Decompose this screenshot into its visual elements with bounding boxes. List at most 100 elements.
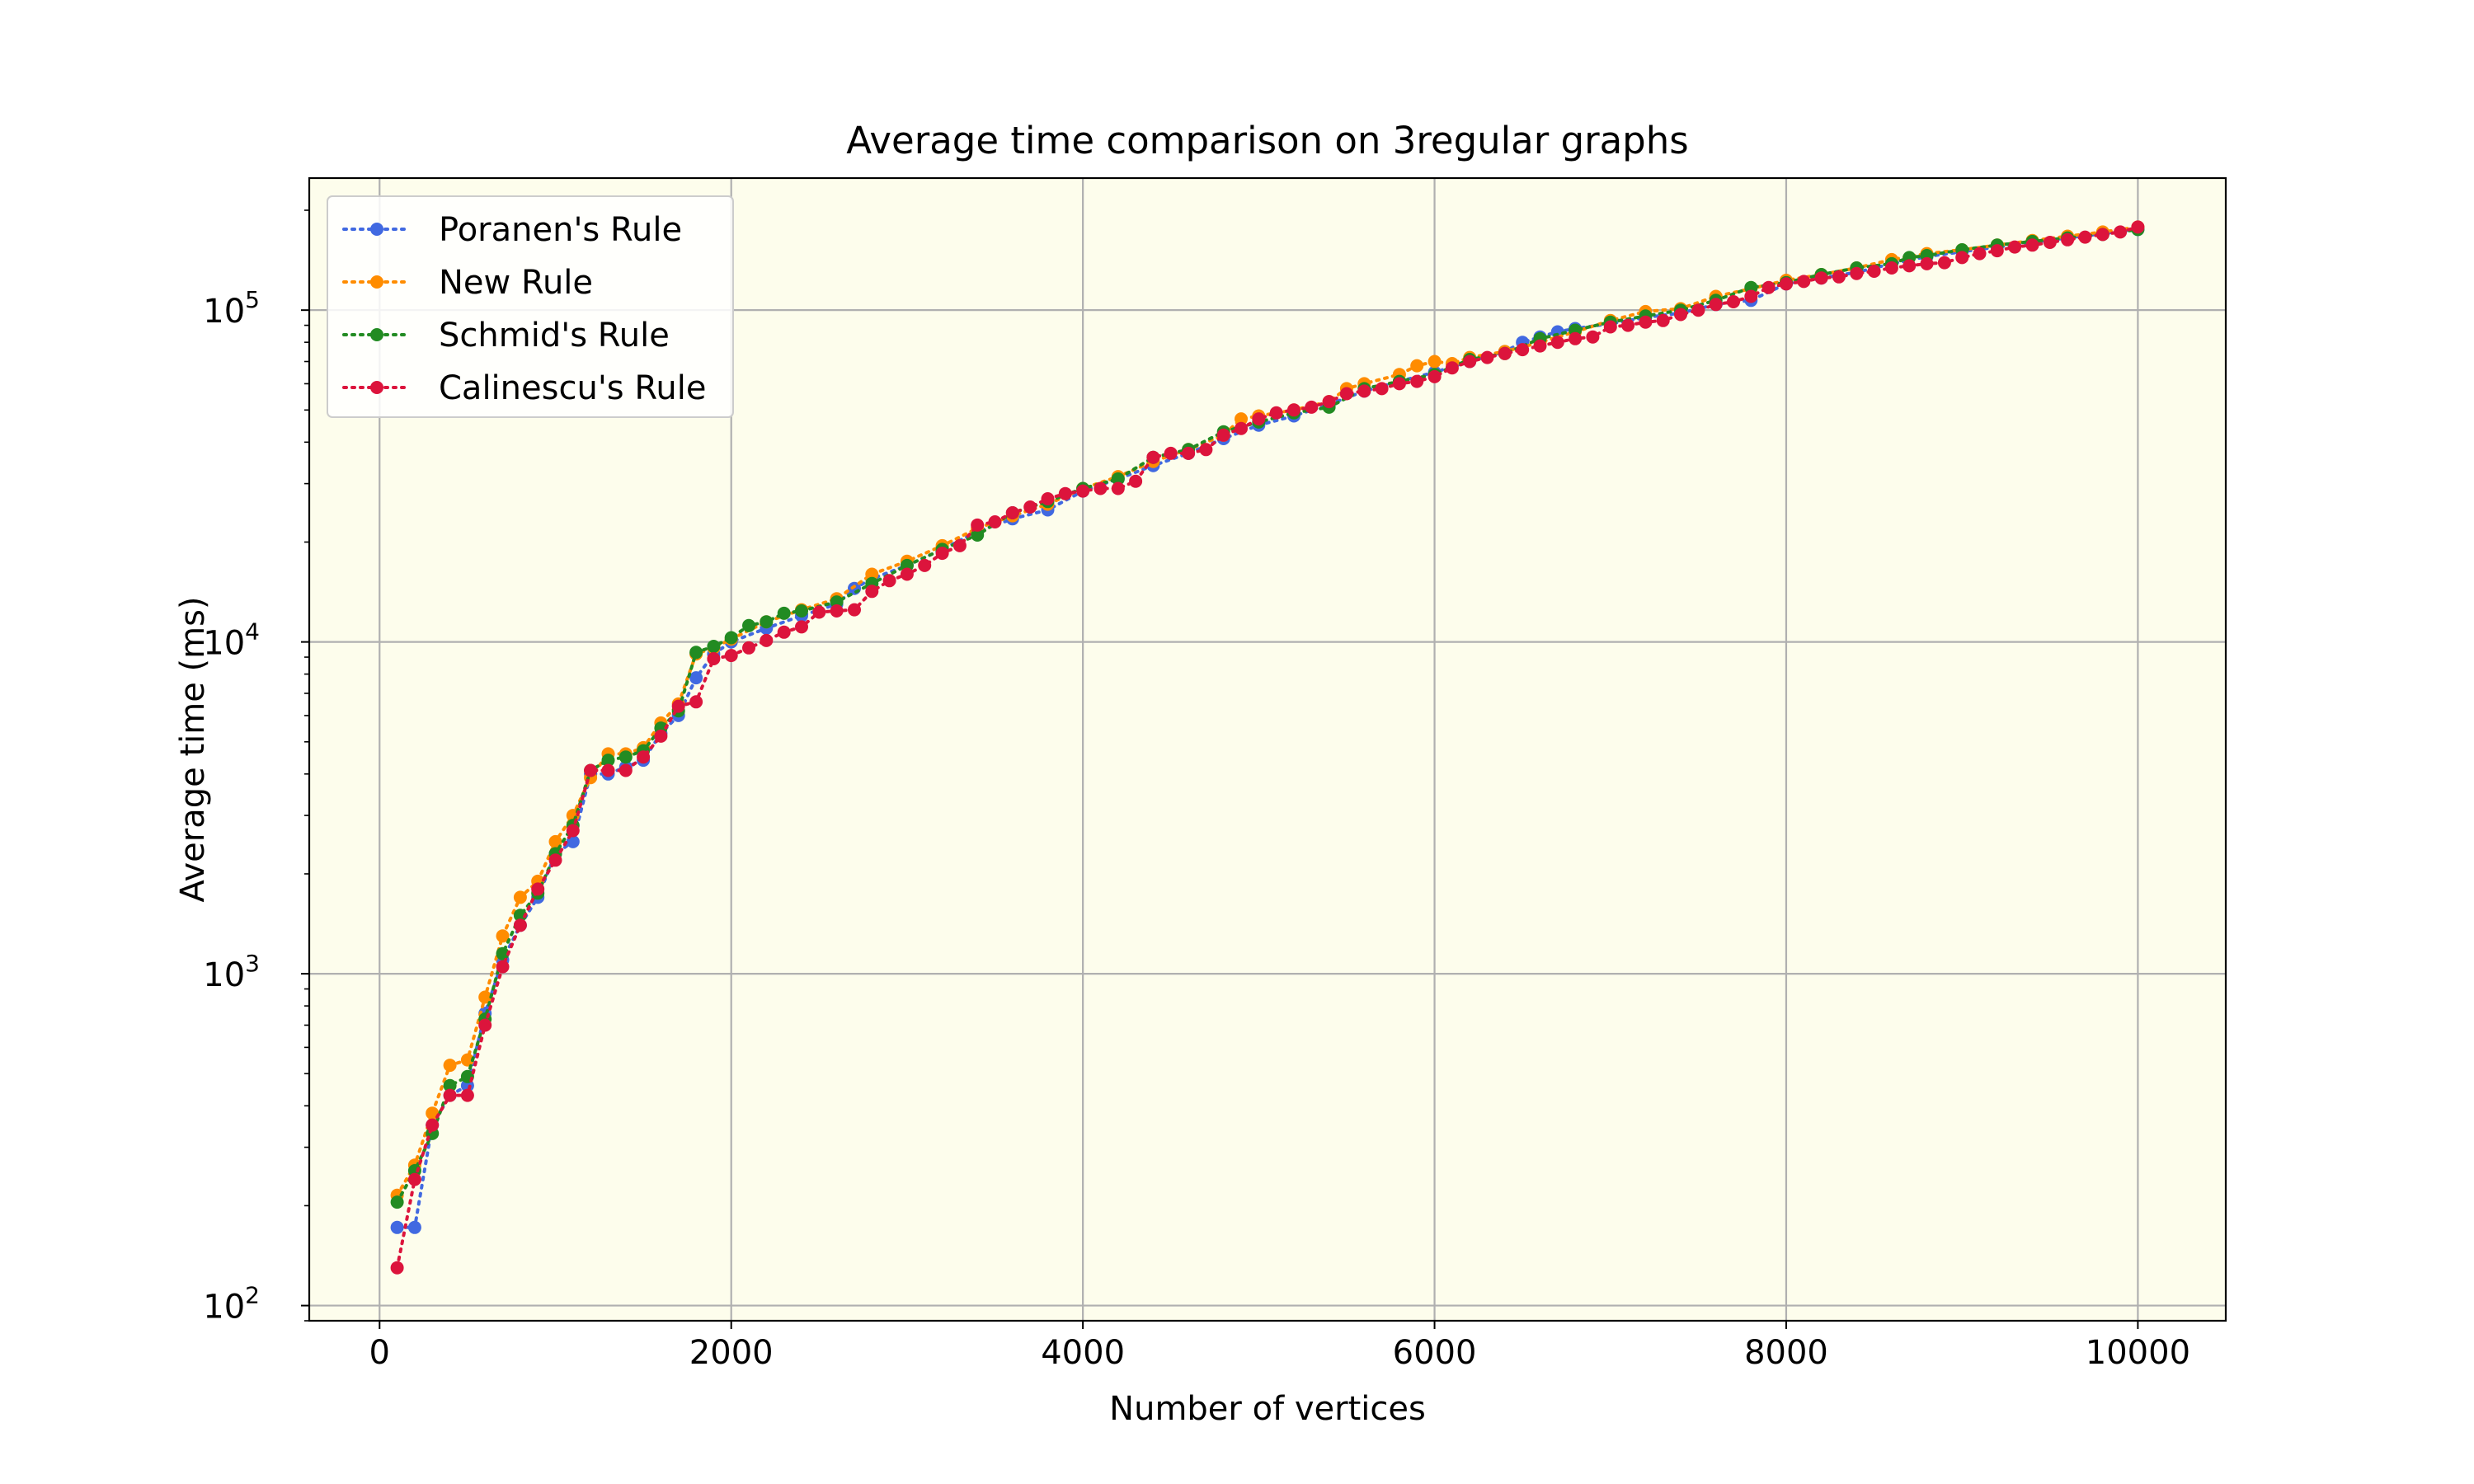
- legend-label: Schmid's Rule: [439, 317, 670, 355]
- data-point: [882, 574, 896, 588]
- data-point: [865, 567, 879, 581]
- data-point: [1410, 374, 1424, 388]
- data-point: [1550, 336, 1564, 350]
- y-axis-label: Average time (ms): [174, 596, 212, 902]
- data-point: [601, 763, 615, 777]
- grid-lines: [309, 178, 2226, 1321]
- data-point: [1375, 382, 1389, 396]
- data-point: [952, 538, 967, 552]
- data-point: [1850, 266, 1864, 280]
- data-point: [724, 649, 738, 663]
- data-point: [1322, 395, 1336, 409]
- data-point: [1656, 313, 1670, 327]
- data-point: [1603, 320, 1617, 334]
- data-point: [1235, 421, 1248, 435]
- data-point: [584, 763, 598, 777]
- data-point: [1498, 346, 1512, 360]
- data-point: [1076, 484, 1090, 498]
- data-point: [1216, 428, 1230, 442]
- data-point: [689, 695, 703, 709]
- data-point: [513, 918, 527, 932]
- data-point: [1164, 446, 1178, 460]
- data-point: [1533, 339, 1547, 353]
- x-axis-label: Number of vertices: [1109, 1390, 1426, 1428]
- data-point: [2095, 228, 2109, 242]
- series-line: [395, 225, 2140, 1270]
- data-point: [1182, 446, 1196, 460]
- data-point: [689, 671, 703, 685]
- data-point: [407, 1220, 421, 1234]
- data-point: [1884, 261, 1898, 275]
- data-point: [637, 750, 651, 764]
- data-point: [1111, 481, 1125, 495]
- data-point: [390, 1220, 404, 1234]
- data-point: [1146, 450, 1160, 464]
- data-point: [971, 518, 985, 532]
- data-point: [1867, 265, 1881, 278]
- legend-marker: [370, 223, 383, 236]
- y-tick-base: 10: [203, 293, 245, 331]
- legend-marker: [370, 381, 383, 394]
- data-point: [1199, 443, 1213, 457]
- data-point: [1269, 406, 1283, 420]
- data-point: [654, 729, 668, 743]
- legend-label: New Rule: [439, 264, 593, 302]
- data-point: [1832, 270, 1846, 284]
- data-point: [2025, 238, 2039, 252]
- data-point: [1235, 412, 1248, 426]
- data-point: [1761, 280, 1776, 294]
- data-point: [1305, 400, 1319, 414]
- data-point: [777, 625, 791, 639]
- data-point: [2061, 232, 2075, 247]
- data-point: [1480, 350, 1494, 364]
- data-point: [1780, 277, 1793, 291]
- data-point: [1129, 474, 1143, 488]
- data-point: [478, 990, 492, 1004]
- legend-item: New Rule: [342, 264, 593, 302]
- data-point: [2078, 230, 2092, 244]
- y-tick-label: 102: [203, 1282, 260, 1327]
- data-point: [1674, 308, 1687, 322]
- data-point: [760, 633, 774, 647]
- data-point: [1973, 247, 1987, 261]
- data-point: [460, 1053, 474, 1067]
- data-point: [496, 946, 510, 960]
- data-point: [1445, 361, 1459, 375]
- legend-item: Poranen's Rule: [342, 211, 682, 249]
- data-point: [707, 652, 721, 665]
- legend-item: Calinescu's Rule: [342, 369, 706, 407]
- legend-label: Poranen's Rule: [439, 211, 682, 249]
- data-point: [812, 605, 826, 619]
- data-point: [795, 604, 808, 618]
- data-point: [566, 824, 580, 838]
- data-point: [1041, 492, 1055, 505]
- data-series: [390, 220, 2145, 1275]
- data-point: [971, 528, 985, 542]
- data-point: [1427, 355, 1442, 369]
- data-point: [1569, 331, 1583, 345]
- y-tick-exponent: 5: [245, 286, 260, 313]
- data-point: [460, 1088, 474, 1102]
- data-point: [1339, 387, 1353, 401]
- data-point: [1392, 377, 1406, 391]
- data-point: [1023, 500, 1037, 514]
- x-tick-label: 2000: [689, 1334, 774, 1372]
- data-point: [742, 641, 755, 655]
- x-tick-label: 10000: [2086, 1334, 2190, 1372]
- data-point: [707, 640, 721, 653]
- legend-marker: [370, 275, 383, 289]
- y-tick-exponent: 4: [245, 618, 260, 646]
- data-point: [724, 631, 738, 645]
- data-point: [496, 929, 510, 943]
- data-point: [618, 763, 633, 777]
- series-calinescu: [390, 220, 2145, 1275]
- data-point: [426, 1118, 440, 1132]
- data-point: [531, 882, 545, 896]
- data-point: [1586, 330, 1600, 344]
- data-point: [2043, 236, 2057, 249]
- data-point: [1094, 481, 1108, 495]
- legend-item: Schmid's Rule: [342, 317, 670, 355]
- data-point: [1357, 384, 1371, 398]
- data-point: [390, 1261, 404, 1275]
